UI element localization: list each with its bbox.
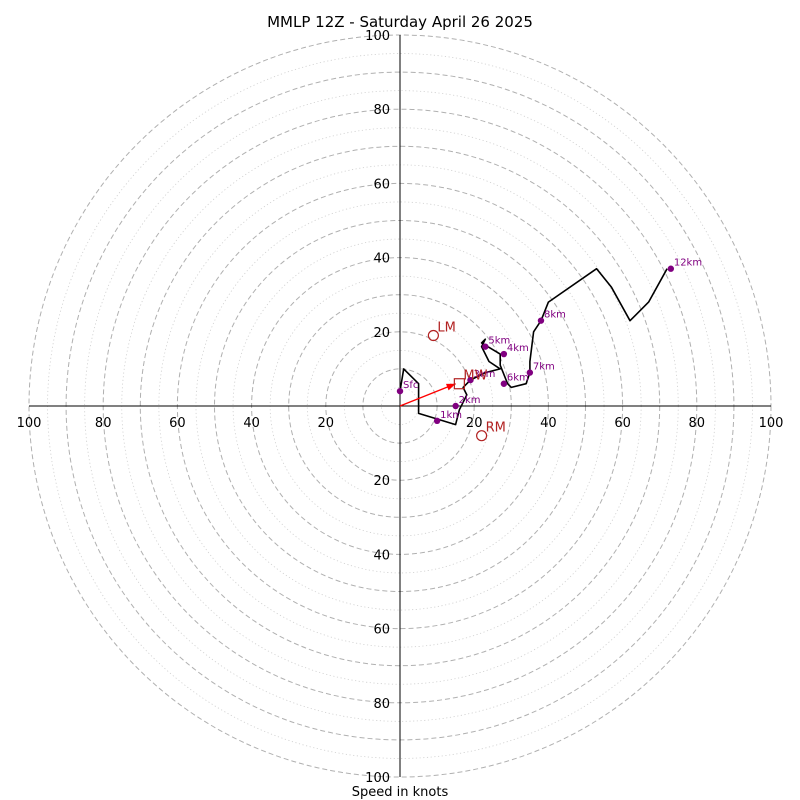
tick-label: 40 — [540, 416, 557, 431]
height-point-8km — [537, 317, 545, 324]
height-label-3km: 3km — [473, 369, 495, 380]
hodograph-trace — [399, 267, 668, 426]
height-point-sfc — [396, 387, 404, 395]
x-axis-label: Speed in knots — [352, 785, 449, 800]
tick-label: 60 — [614, 416, 631, 431]
height-label-4km: 4km — [507, 343, 529, 354]
tick-label: 100 — [365, 29, 390, 44]
height-label-12km: 12km — [674, 258, 702, 269]
height-label-2km: 2km — [459, 395, 481, 406]
tick-label: 80 — [95, 416, 112, 431]
height-label-7km: 7km — [533, 362, 555, 373]
mean-wind-vector — [399, 383, 456, 407]
tick-label: 80 — [689, 416, 706, 431]
tick-label: 20 — [373, 474, 390, 489]
mean-wind-arrow-shaft — [399, 383, 456, 407]
height-point-1km — [433, 417, 441, 425]
height-label-5km: 5km — [488, 336, 510, 347]
height-point-6km — [500, 380, 508, 387]
height-point-4km — [500, 350, 508, 358]
height-point-2km — [452, 402, 459, 410]
height-point-7km — [526, 369, 534, 376]
tick-labels: 20 20 20 20 40 40 40 40 60 60 60 60 80 80 80 80 100 100 10… — [17, 29, 784, 786]
height-label-8km: 8km — [544, 310, 566, 321]
tick-label: 60 — [373, 177, 390, 192]
mean-wind-arrow-head — [445, 383, 456, 391]
height-label-1km: 1km — [440, 410, 462, 421]
marker-label-mw: MW — [463, 369, 487, 384]
tick-label: 80 — [373, 697, 390, 712]
marker-rm — [476, 430, 488, 442]
tick-label: 80 — [373, 103, 390, 118]
tick-label: 100 — [17, 416, 42, 431]
tick-label: 20 — [373, 326, 390, 341]
tick-label: 60 — [373, 623, 390, 638]
marker-mw — [453, 378, 465, 390]
marker-lm — [427, 329, 439, 342]
storm-motion-markers: LM RM MW — [427, 321, 506, 442]
height-label-6km: 6km — [507, 373, 529, 384]
tick-label: 40 — [243, 416, 260, 431]
marker-label-rm: RM — [486, 421, 506, 436]
tick-label: 100 — [365, 771, 390, 786]
tick-label: 40 — [373, 548, 390, 563]
height-point-3km — [467, 376, 474, 384]
tick-label: 100 — [759, 416, 784, 431]
tick-label: 20 — [466, 416, 483, 431]
tick-label: 20 — [318, 416, 335, 431]
tick-label: 40 — [373, 252, 390, 267]
chart-title: MMLP 12Z - Saturday April 26 2025 — [267, 13, 533, 31]
marker-label-lm: LM — [437, 321, 455, 336]
hodograph-line — [399, 267, 668, 426]
height-point-5km — [482, 343, 489, 350]
height-point-12km — [667, 265, 675, 272]
height-label-sfc: Sfc — [403, 380, 418, 391]
tick-label: 60 — [169, 416, 186, 431]
